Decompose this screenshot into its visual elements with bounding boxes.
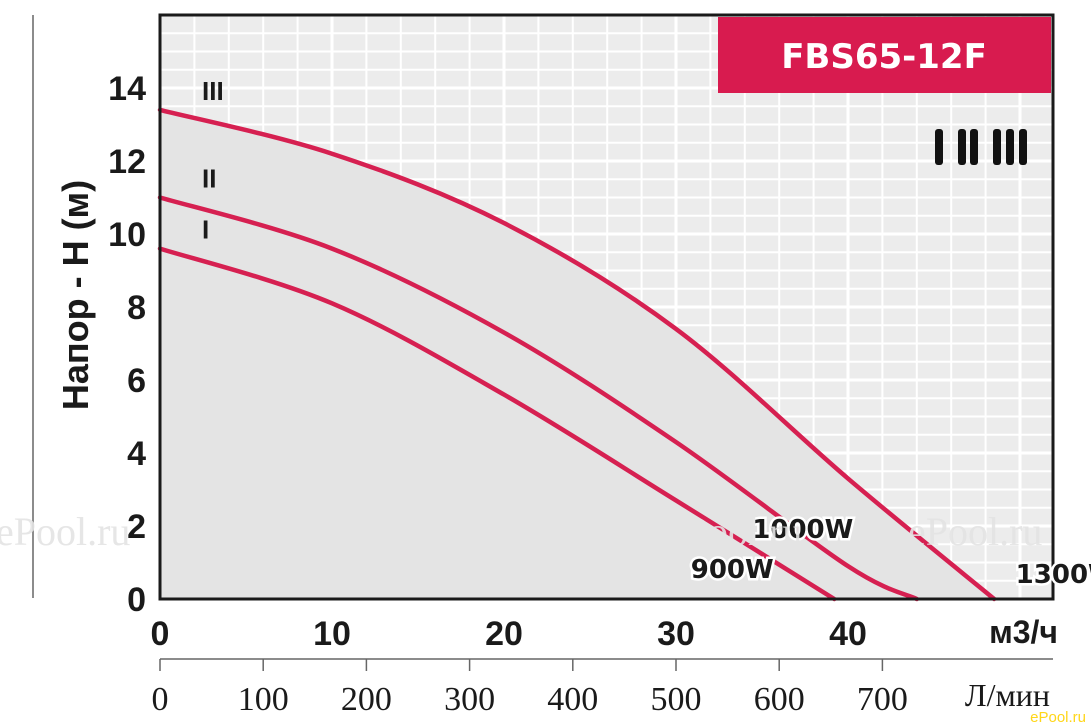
- x-axis-unit: м3/ч: [989, 614, 1058, 650]
- curve-name-label: II: [202, 164, 216, 194]
- curve-III: [157, 107, 997, 602]
- y-tick-label: 12: [108, 143, 146, 181]
- y-tick-label: 2: [127, 508, 146, 546]
- watermarks: ePool.ru ePool.ru ePool.ru ePool.ru ePoo…: [0, 509, 1086, 726]
- x-tick-label: 20: [485, 615, 523, 653]
- curve-I: [157, 246, 837, 602]
- watermark-text: ePool.ru: [908, 509, 1042, 554]
- x2-tick-label: 500: [651, 681, 702, 718]
- power-label: 1000W: [752, 515, 853, 545]
- curve-labels: I 900W II 1000W III 1300W: [202, 76, 1091, 593]
- chart-title: FBS65-12F: [781, 37, 987, 77]
- y-tick-label: 6: [127, 362, 146, 400]
- curve-name-label: I: [202, 215, 209, 245]
- y-tick-label: 0: [127, 581, 146, 619]
- y-tick-label: 10: [108, 216, 146, 254]
- x-tick-label: 30: [657, 615, 695, 653]
- x-tick-label: 40: [829, 615, 867, 653]
- y-axis-label: Напор - H (м): [55, 180, 96, 410]
- x-axis-ticks: 0 10 20 30 40: [151, 615, 867, 653]
- curves: [157, 107, 997, 602]
- watermark-text: ePool.ru: [188, 509, 322, 554]
- watermark-text: ePool.ru: [0, 509, 130, 554]
- x2-tick-label: 600: [754, 681, 805, 718]
- x2-tick-label: 400: [547, 681, 598, 718]
- power-label: 900W: [691, 555, 774, 585]
- operating-area-fill: [160, 109, 995, 600]
- curve-name-label: III: [202, 76, 224, 106]
- x2-tick-label: 0: [152, 681, 169, 718]
- curve-II: [157, 195, 920, 602]
- x2-tick-label: 700: [857, 681, 908, 718]
- x2-tick-label: 300: [444, 681, 495, 718]
- operating-area: [160, 109, 995, 600]
- x-tick-label: 0: [151, 615, 170, 653]
- y-tick-label: 14: [108, 70, 146, 108]
- x2-tick-label: 100: [238, 681, 289, 718]
- power-label: 1300W: [1016, 560, 1091, 590]
- switch-positions-icon: [935, 129, 1027, 165]
- watermark-text: ePool.ru: [668, 509, 802, 554]
- y-axis-ticks: 0 2 4 6 8 10 12 14: [108, 70, 146, 619]
- plot-frame: [158, 13, 1055, 601]
- y-tick-label: 4: [127, 435, 146, 473]
- title-badge: [718, 17, 1051, 93]
- x2-tick-label: 200: [341, 681, 392, 718]
- secondary-x-axis: 0 100 200 300 400 500 600 700: [152, 658, 1053, 718]
- x-tick-label: 10: [313, 615, 351, 653]
- x2-axis-unit: Л/мин: [965, 677, 1050, 713]
- watermark-text: ePool.ru: [1030, 709, 1086, 726]
- y-tick-label: 8: [127, 289, 146, 327]
- watermark-text: ePool.ru: [428, 509, 562, 554]
